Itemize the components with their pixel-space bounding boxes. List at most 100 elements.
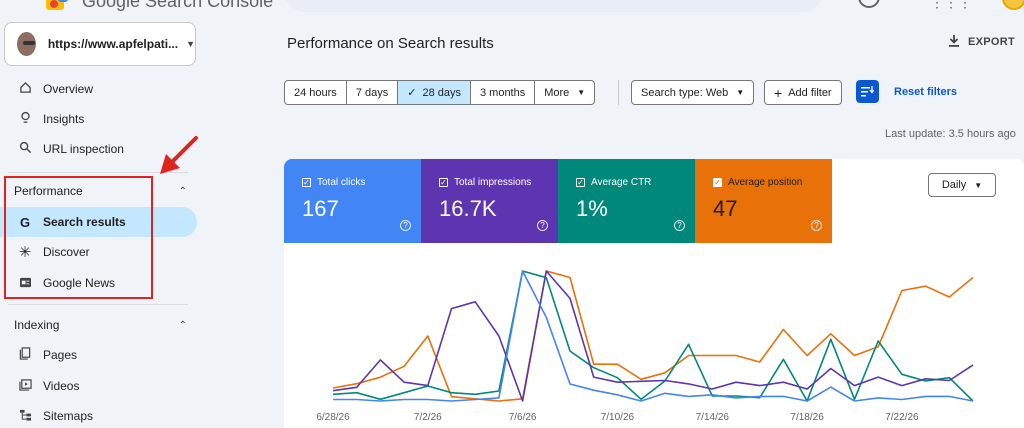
search-input[interactable]: [284, 0, 824, 12]
sidebar-item-label: Overview: [43, 82, 94, 96]
export-button[interactable]: EXPORT: [948, 34, 1015, 50]
metric-label: Average position: [728, 177, 803, 188]
account-avatar[interactable]: [1002, 0, 1024, 10]
annotation-highlight-box: [4, 176, 153, 299]
x-tick-label: 7/22/26: [885, 412, 919, 423]
metric-average-position[interactable]: ✓ Average position 47 ?: [695, 159, 832, 243]
search-type-label: Search type: Web: [641, 86, 729, 99]
video-icon: [16, 378, 34, 394]
section-label: Performance: [14, 184, 83, 198]
section-indexing[interactable]: Indexing ⌃: [0, 312, 197, 338]
last-update-text: Last update: 3.5 hours ago: [885, 128, 1016, 140]
chevron-up-icon: ⌃: [178, 319, 187, 331]
sidebar-item-search-results[interactable]: G Search results: [0, 207, 197, 237]
news-icon: [16, 276, 34, 291]
sidebar-item-label: Google News: [43, 276, 116, 290]
metric-average-ctr[interactable]: ✓ Average CTR 1% ?: [558, 159, 695, 243]
checkbox-checked-icon: ✓: [713, 178, 722, 187]
help-icon[interactable]: ?: [537, 220, 548, 231]
x-tick-label: 7/2/26: [414, 412, 442, 423]
sidebar-item-pages[interactable]: Pages: [0, 340, 197, 370]
performance-card: ✓ Total clicks 167 ? ✓ Total impressions 1…: [284, 159, 1024, 428]
add-filter-button[interactable]: + Add filter: [764, 80, 842, 105]
checkbox-checked-icon: ✓: [302, 178, 311, 187]
metric-value: 16.7K: [439, 196, 497, 221]
metric-label: Total impressions: [454, 177, 532, 188]
divider: [8, 304, 188, 305]
chevron-down-icon: ▼: [186, 39, 195, 49]
sidebar-item-overview[interactable]: Overview: [0, 74, 197, 104]
checkbox-checked-icon: ✓: [576, 178, 585, 187]
sidebar-item-label: Pages: [43, 348, 78, 362]
metric-value: 1%: [576, 196, 608, 221]
sidebar-item-label: Videos: [43, 379, 80, 393]
sidebar-item-videos[interactable]: Videos: [0, 371, 197, 401]
filter-list-icon: [861, 86, 874, 97]
range-label: More: [544, 86, 570, 99]
range-7-days[interactable]: 7 days: [347, 81, 399, 104]
series-line-average-ctr: [332, 270, 974, 402]
sidebar-item-discover[interactable]: ✳ Discover: [0, 237, 197, 267]
metric-label: Total clicks: [317, 177, 366, 188]
range-28-days[interactable]: ✓ 28 days: [398, 81, 471, 104]
page-title: Performance on Search results: [287, 35, 494, 52]
apps-grid-icon[interactable]: ⋮⋮⋮: [930, 0, 972, 10]
top-bar: Google Search Console ⋮⋮⋮: [0, 0, 1024, 14]
range-24-hours[interactable]: 24 hours: [285, 81, 347, 104]
sidebar-item-label: Sitemaps: [43, 409, 94, 423]
x-tick-label: 7/6/26: [509, 412, 537, 423]
sidebar-item-sitemaps[interactable]: Sitemaps: [0, 401, 197, 428]
caret-down-icon: ▼: [974, 180, 983, 190]
granularity-label: Daily: [941, 179, 967, 191]
download-icon: [948, 34, 960, 50]
section-performance[interactable]: Performance ⌃: [0, 178, 197, 204]
help-icon[interactable]: [858, 0, 880, 8]
sidebar-item-url-inspection[interactable]: URL inspection: [0, 134, 197, 164]
checkbox-checked-icon: ✓: [439, 178, 448, 187]
sidebar-item-insights[interactable]: Insights: [0, 104, 197, 134]
metric-total-clicks[interactable]: ✓ Total clicks 167 ?: [284, 159, 421, 243]
series-line-total-impressions: [332, 270, 974, 402]
help-icon[interactable]: ?: [674, 220, 685, 231]
series-line-average-position: [332, 270, 974, 402]
x-tick-label: 7/14/26: [696, 412, 730, 423]
sidebar-item-label: Discover: [43, 245, 90, 259]
divider: [8, 172, 188, 173]
asterisk-icon: ✳: [18, 244, 32, 261]
property-selector[interactable]: https://www.apfelpati... ▼: [4, 22, 196, 66]
property-avatar: [17, 32, 36, 56]
date-range-selector: 24 hours 7 days ✓ 28 days 3 months More …: [284, 80, 596, 105]
range-more[interactable]: More ▼: [535, 81, 594, 104]
google-g-icon: G: [19, 214, 31, 230]
annotation-arrow-icon: [160, 136, 198, 174]
pages-icon: [16, 347, 34, 363]
plus-icon: +: [774, 84, 783, 101]
app-name: Google Search Console: [82, 0, 274, 11]
x-tick-label: 7/10/26: [601, 412, 635, 423]
toolbar-divider: [618, 80, 619, 105]
help-icon[interactable]: ?: [811, 220, 822, 231]
granularity-dropdown[interactable]: Daily ▼: [928, 173, 996, 197]
range-label: 3 months: [479, 86, 526, 99]
search-console-logo-icon: [46, 0, 68, 10]
x-tick-label: 7/18/26: [790, 412, 824, 423]
sidebar: https://www.apfelpati... ▼ Overview Insi…: [0, 14, 210, 428]
help-icon[interactable]: ?: [400, 220, 411, 231]
range-3-months[interactable]: 3 months: [471, 81, 536, 104]
search-type-chip[interactable]: Search type: Web ▼: [631, 80, 755, 105]
caret-down-icon: ▼: [736, 88, 745, 97]
metric-total-impressions[interactable]: ✓ Total impressions 16.7K ?: [421, 159, 558, 243]
reset-filters-link[interactable]: Reset filters: [894, 86, 957, 98]
filter-settings-button[interactable]: [856, 80, 879, 103]
metric-value: 167: [302, 196, 339, 221]
export-label: EXPORT: [968, 36, 1016, 48]
sidebar-item-label: Search results: [43, 215, 126, 229]
range-label: 7 days: [355, 86, 389, 99]
property-label: https://www.apfelpati...: [47, 37, 179, 51]
add-filter-label: Add filter: [788, 86, 832, 99]
performance-chart: 6/28/26 7/2/26 7/6/26 7/10/26 7/14/26 7/18/26…: [316, 270, 974, 423]
sidebar-item-label: URL inspection: [43, 142, 124, 156]
sidebar-item-google-news[interactable]: Google News: [0, 268, 197, 298]
range-label: 24 hours: [294, 86, 337, 99]
caret-down-icon: ▼: [577, 88, 586, 97]
